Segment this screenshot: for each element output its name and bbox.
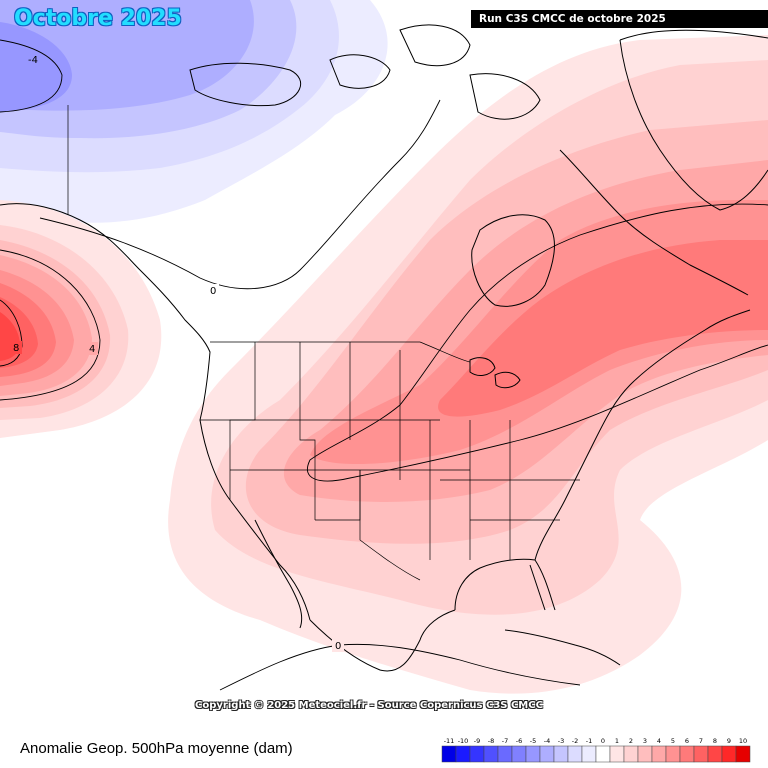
legend-tick-label: 9 [727,737,731,745]
legend-swatch [525,745,541,763]
pacific-positive-anomaly [0,200,162,438]
legend-swatch [553,745,569,763]
contour-labels: -4 0 0 4 8 [10,53,344,652]
contour-lines [0,39,768,691]
legend-swatch [595,745,611,763]
contour-label: 0 [335,641,341,652]
legend-swatch [539,745,555,763]
legend-swatch [693,745,709,763]
legend-tick-label: 6 [685,737,689,745]
legend-tick-label: -4 [544,737,550,745]
legend-swatch [497,745,513,763]
legend-tick-label: -7 [502,737,508,745]
legend-tick-label: -9 [474,737,480,745]
continental-positive-anomaly [168,35,768,694]
legend-tick-label: -1 [586,737,592,745]
legend-tick-label: -8 [488,737,494,745]
legend-tick-label: -5 [530,737,536,745]
legend-tick-label: 2 [629,737,633,745]
legend-swatch [707,745,723,763]
legend-swatch [511,745,527,763]
legend-swatch [581,745,597,763]
legend-tick-label: 5 [671,737,675,745]
legend-swatch [651,745,667,763]
legend-swatch [735,745,751,763]
legend-tick-label: 10 [739,737,747,745]
month-title: Octobre 2025 [14,6,182,31]
legend-swatch [483,745,499,763]
legend-swatch [455,745,471,763]
legend-swatch [665,745,681,763]
legend-tick-label: -6 [516,737,522,745]
contour-label: 8 [13,343,19,354]
legend-swatch [609,745,625,763]
legend-tick-label: 8 [713,737,717,745]
legend-tick-label: 7 [699,737,703,745]
legend-swatch [679,745,695,763]
map-caption: Anomalie Geop. 500hPa moyenne (dam) [20,740,293,757]
legend-tick-label: -2 [572,737,578,745]
legend-swatch [637,745,653,763]
legend-tick-label: 3 [643,737,647,745]
legend-swatch [623,745,639,763]
coastlines [0,24,768,672]
legend-tick-label: -11 [444,737,455,745]
copyright-notice: Copyright © 2025 Meteociel.fr - Source C… [195,700,543,711]
run-label: Run C3S CMCC de octobre 2025 [471,10,768,28]
legend-swatch [441,745,457,763]
contour-label: 4 [89,344,95,355]
legend-swatch [721,745,737,763]
contour-label: -4 [28,55,38,66]
legend-tick-label: 0 [601,737,605,745]
legend-swatch [567,745,583,763]
negative-anomaly-shading [0,0,388,223]
legend-tick-label: 4 [657,737,661,745]
legend-tick-label: -3 [558,737,564,745]
legend-swatch [469,745,485,763]
contour-label: 0 [210,286,216,297]
color-legend: -11 -10 -9 -8 -7 -6 -5 -4 -3 -2 -1 0 1 2 3 4 5 6 7 8 9 10 [441,737,751,763]
political-borders [67,105,580,581]
anomaly-map: -4 0 0 4 8 [0,0,768,694]
legend-tick-label: 1 [615,737,619,745]
legend-tick-label: -10 [458,737,469,745]
